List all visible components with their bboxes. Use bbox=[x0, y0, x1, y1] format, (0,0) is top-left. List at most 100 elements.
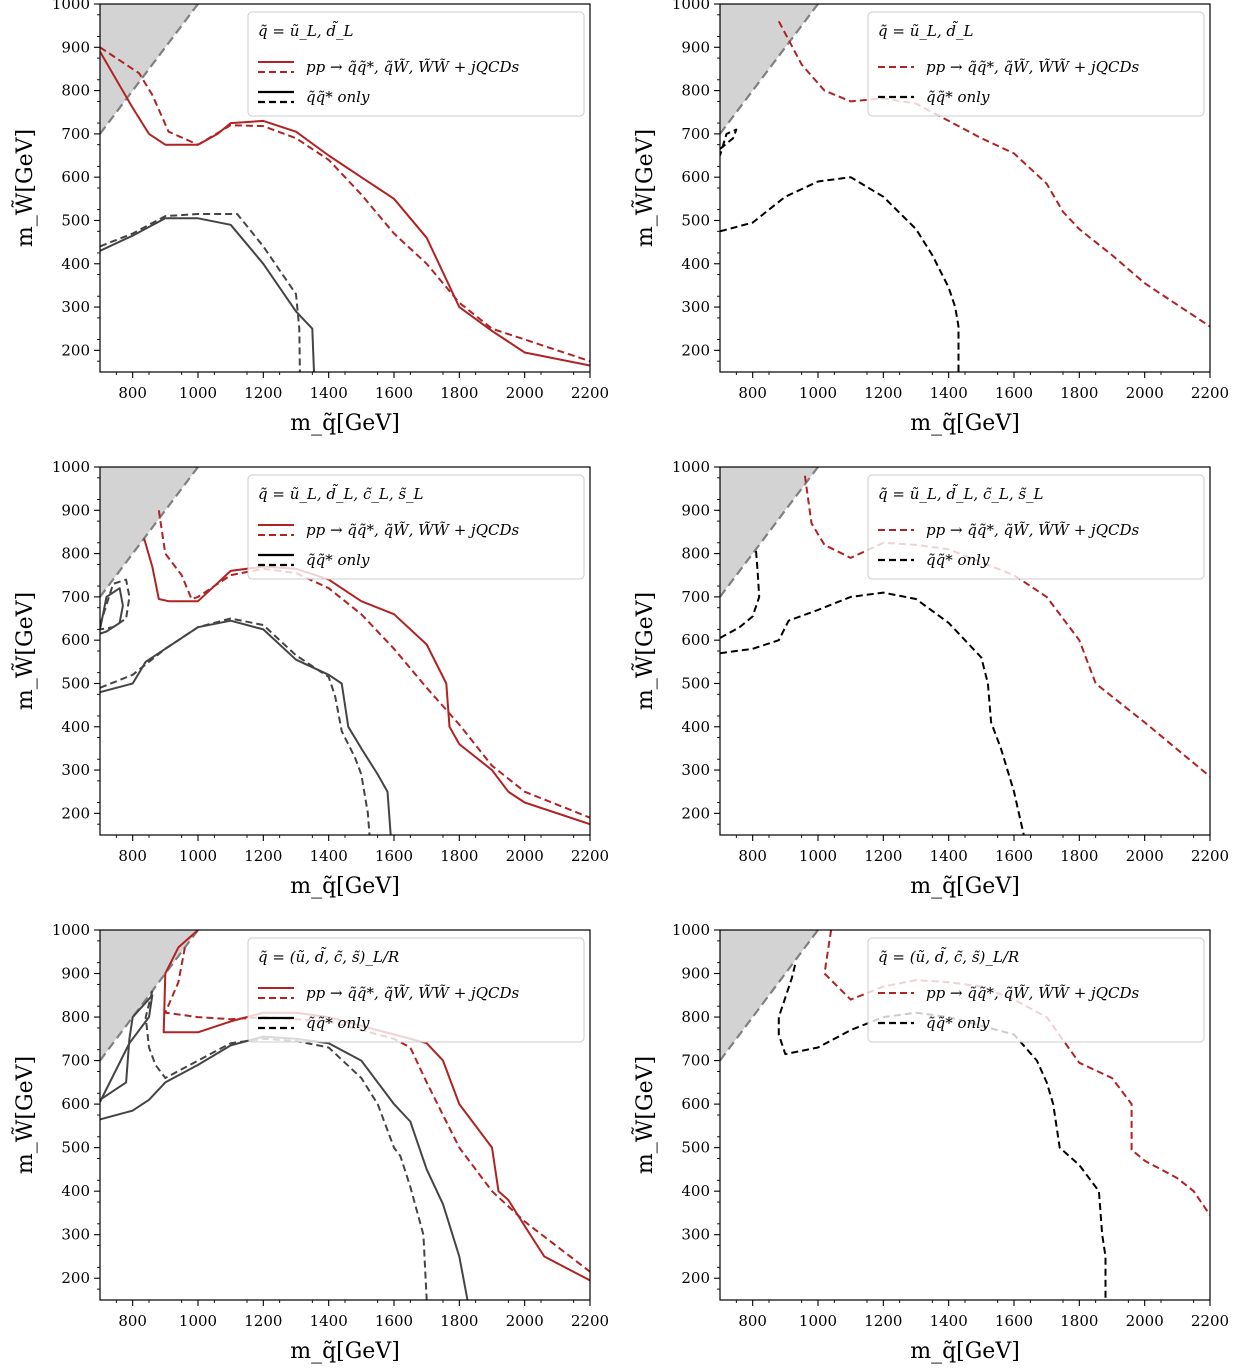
x-tick-label: 1000 bbox=[179, 847, 217, 865]
x-tick-label: 2200 bbox=[571, 847, 609, 865]
x-tick-label: 1800 bbox=[1060, 384, 1098, 402]
x-tick-label: 1200 bbox=[864, 1312, 902, 1330]
legend-entry-only: q̃q̃* only bbox=[926, 551, 990, 569]
y-tick-label: 500 bbox=[681, 211, 710, 229]
series-curve-3 bbox=[720, 176, 960, 372]
series-curve-2 bbox=[720, 128, 738, 156]
chart-panel-5: 800 1000 1200 1400 1600 1800 2000 2200 200 300 400… bbox=[12, 921, 609, 1364]
y-tick-label: 1000 bbox=[672, 0, 710, 13]
x-tick-label: 2000 bbox=[506, 384, 544, 402]
y-tick-label: 900 bbox=[61, 965, 90, 983]
x-tick-label: 1200 bbox=[864, 847, 902, 865]
y-tick-label: 700 bbox=[61, 1052, 90, 1070]
y-tick-label: 900 bbox=[681, 501, 710, 519]
x-tick-label: 1600 bbox=[375, 847, 413, 865]
x-tick-label: 1000 bbox=[179, 384, 217, 402]
excluded-region bbox=[720, 467, 818, 597]
y-tick-label: 800 bbox=[61, 82, 90, 100]
legend-entry-only: q̃q̃* only bbox=[926, 1014, 990, 1032]
y-tick-label: 500 bbox=[681, 674, 710, 692]
series-curve-3 bbox=[100, 617, 371, 835]
y-tick-label: 300 bbox=[681, 761, 710, 779]
y-tick-label: 900 bbox=[681, 965, 710, 983]
y-tick-label: 200 bbox=[61, 804, 90, 822]
y-tick-label: 400 bbox=[61, 718, 90, 736]
chart-panel-3: 800 1000 1200 1400 1600 1800 2000 2200 200 300 400… bbox=[12, 458, 609, 899]
excluded-region bbox=[720, 4, 818, 134]
excluded-region bbox=[720, 930, 818, 1061]
axis-ticks: 800 1000 1200 1400 1600 1800 2000 2200 200 300 400… bbox=[52, 921, 609, 1330]
x-tick-label: 800 bbox=[738, 1312, 767, 1330]
x-tick-label: 2200 bbox=[571, 384, 609, 402]
legend-entry-full: pp → q̃q̃*, q̃W̃, W̃W̃ + jQCDs bbox=[926, 521, 1139, 539]
y-tick-label: 1000 bbox=[52, 0, 90, 13]
y-tick-label: 300 bbox=[681, 1226, 710, 1244]
legend: q̃ = ũ_L, d̃_Lpp → q̃q̃*, q̃W̃, W̃W̃ + j… bbox=[867, 11, 1205, 117]
y-tick-label: 600 bbox=[681, 168, 710, 186]
legend-title: q̃ = (ũ, d̃, c̃, s̃)_L/R bbox=[878, 947, 1019, 966]
x-tick-label: 2000 bbox=[1126, 1312, 1164, 1330]
legend: q̃ = ũ_L, d̃_L, c̃_L, s̃_Lpp → q̃q̃*, q̃… bbox=[867, 474, 1205, 580]
legend: q̃ = ũ_L, d̃_L, c̃_L, s̃_Lpp → q̃q̃*, q̃… bbox=[247, 474, 585, 580]
series-curve-4 bbox=[100, 619, 392, 835]
x-tick-label: 2200 bbox=[1191, 384, 1229, 402]
x-axis-label: m_q̃[GeV] bbox=[290, 411, 400, 436]
y-tick-label: 300 bbox=[61, 1226, 90, 1244]
legend-title: q̃ = ũ_L, d̃_L, c̃_L, s̃_L bbox=[258, 484, 424, 503]
excluded-region bbox=[100, 467, 198, 597]
legend-title: q̃ = ũ_L, d̃_L bbox=[258, 21, 353, 40]
x-tick-label: 1200 bbox=[244, 384, 282, 402]
y-tick-label: 1000 bbox=[52, 458, 90, 476]
legend-entry-only: q̃q̃* only bbox=[306, 551, 370, 569]
y-tick-label: 700 bbox=[61, 588, 90, 606]
legend-box bbox=[247, 11, 585, 117]
y-tick-label: 800 bbox=[61, 545, 90, 563]
legend-entry-only: q̃q̃* only bbox=[926, 88, 990, 106]
excluded-region bbox=[100, 930, 198, 1061]
series-curve-1 bbox=[100, 51, 590, 367]
y-axis-label: m_W̃[GeV] bbox=[12, 1056, 38, 1174]
chart-panel-2: 800 1000 1200 1400 1600 1800 2000 2200 200 300 400… bbox=[632, 0, 1229, 436]
series-curve-3 bbox=[100, 994, 154, 1103]
y-tick-label: 300 bbox=[61, 761, 90, 779]
x-tick-label: 1000 bbox=[799, 384, 837, 402]
legend-entry-full: pp → q̃q̃*, q̃W̃, W̃W̃ + jQCDs bbox=[306, 984, 519, 1002]
y-tick-label: 1000 bbox=[672, 458, 710, 476]
y-tick-label: 1000 bbox=[672, 921, 710, 939]
x-tick-label: 1600 bbox=[375, 1312, 413, 1330]
y-tick-label: 200 bbox=[61, 1269, 90, 1287]
y-tick-label: 1000 bbox=[52, 921, 90, 939]
x-tick-label: 1400 bbox=[310, 847, 348, 865]
y-tick-label: 900 bbox=[61, 501, 90, 519]
legend: q̃ = ũ_L, d̃_Lpp → q̃q̃*, q̃W̃, W̃W̃ + j… bbox=[247, 11, 585, 117]
series-curve-1 bbox=[143, 538, 590, 826]
y-axis-label: m_W̃[GeV] bbox=[632, 592, 658, 710]
y-axis-label: m_W̃[GeV] bbox=[12, 129, 38, 247]
series-curve-2 bbox=[100, 46, 590, 363]
legend-title: q̃ = ũ_L, d̃_L bbox=[878, 21, 973, 40]
y-tick-label: 700 bbox=[681, 125, 710, 143]
legend-box bbox=[867, 937, 1205, 1043]
x-tick-label: 800 bbox=[738, 847, 767, 865]
legend-entry-full: pp → q̃q̃*, q̃W̃, W̃W̃ + jQCDs bbox=[306, 521, 519, 539]
y-tick-label: 500 bbox=[681, 1139, 710, 1157]
x-tick-label: 1800 bbox=[440, 847, 478, 865]
x-tick-label: 800 bbox=[738, 384, 767, 402]
legend-entry-full: pp → q̃q̃*, q̃W̃, W̃W̃ + jQCDs bbox=[926, 984, 1139, 1002]
y-axis-label: m_W̃[GeV] bbox=[12, 592, 38, 710]
y-tick-label: 600 bbox=[61, 631, 90, 649]
x-tick-label: 1800 bbox=[440, 1312, 478, 1330]
y-tick-label: 800 bbox=[681, 82, 710, 100]
x-tick-label: 1400 bbox=[310, 384, 348, 402]
legend: q̃ = (ũ, d̃, c̃, s̃)_L/Rpp → q̃q̃*, q̃W̃… bbox=[867, 937, 1205, 1043]
x-tick-label: 1600 bbox=[995, 1312, 1033, 1330]
y-tick-label: 400 bbox=[61, 1182, 90, 1200]
x-tick-label: 1800 bbox=[1060, 1312, 1098, 1330]
x-axis-label: m_q̃[GeV] bbox=[290, 1339, 400, 1364]
x-tick-label: 2200 bbox=[1191, 1312, 1229, 1330]
axis-ticks: 800 1000 1200 1400 1600 1800 2000 2200 200 300 400… bbox=[672, 458, 1229, 865]
x-tick-label: 1600 bbox=[995, 847, 1033, 865]
x-tick-label: 1400 bbox=[930, 847, 968, 865]
y-tick-label: 200 bbox=[681, 341, 710, 359]
